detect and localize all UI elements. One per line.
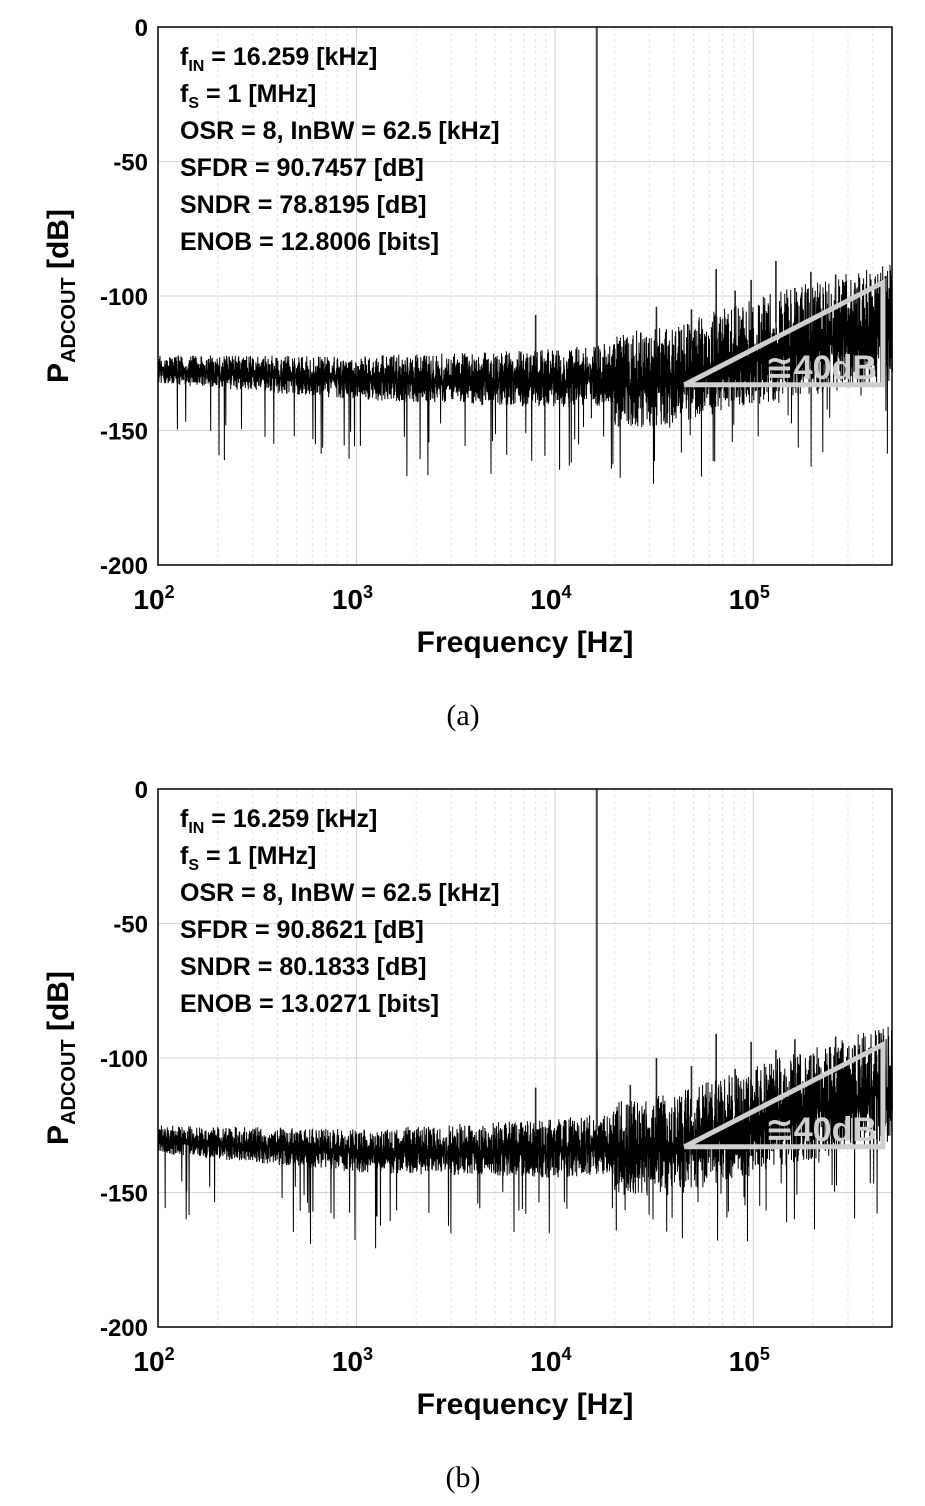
annotation-line: fIN = 16.259 [kHz] — [180, 43, 377, 75]
panel-caption: (a) — [446, 699, 479, 732]
x-tick-label: 105 — [729, 1344, 770, 1377]
y-tick-label: -50 — [113, 150, 148, 177]
annotation-line: OSR = 8, InBW = 62.5 [kHz] — [180, 117, 500, 145]
panel-caption: (b) — [446, 1461, 481, 1494]
y-tick-label: -50 — [113, 912, 148, 939]
x-tick-label: 103 — [332, 582, 373, 615]
annotation-line: SNDR = 80.1833 [dB] — [180, 953, 427, 981]
y-tick-label: -150 — [100, 419, 148, 446]
spectrum-trace — [157, 263, 893, 484]
y-tick-label: -200 — [100, 553, 148, 580]
annotation-box: fIN = 16.259 [kHz] fS = 1 [MHz] OSR = 8, I… — [180, 805, 500, 1018]
annotation-line: ENOB = 12.8006 [bits] — [180, 228, 439, 256]
slope-triangle-outline — [683, 278, 886, 388]
annotation-line: fS = 1 [MHz] — [180, 80, 316, 112]
y-tick-label: -200 — [100, 1315, 148, 1342]
x-tick-label: 102 — [133, 582, 174, 615]
slope-triangle: ≅40dB — [683, 1040, 886, 1150]
x-tick-label: 103 — [332, 1344, 373, 1377]
x-tick-label: 105 — [729, 582, 770, 615]
x-tick-label: 102 — [133, 1344, 174, 1377]
plot-frame — [157, 788, 893, 1328]
annotation-line: SFDR = 90.8621 [dB] — [180, 916, 424, 944]
y-tick-label: 0 — [135, 777, 148, 804]
slope-triangle: ≅40dB — [683, 278, 886, 388]
annotation-line: ENOB = 13.0271 [bits] — [180, 990, 439, 1018]
y-tick-label: -150 — [100, 1181, 148, 1208]
annotation-line: SFDR = 90.7457 [dB] — [180, 154, 424, 182]
slope-triangle-outline — [683, 1040, 886, 1150]
annotation-line: OSR = 8, InBW = 62.5 [kHz] — [180, 879, 500, 907]
y-axis-label: PADCOUT [dB] — [42, 209, 80, 383]
y-tick-label: -100 — [100, 1046, 148, 1073]
x-tick-label: 104 — [530, 582, 571, 615]
y-tick-label: -100 — [100, 284, 148, 311]
x-tick-label: 104 — [530, 1344, 571, 1377]
y-tick-label: 0 — [135, 15, 148, 42]
annotation-line: SNDR = 78.8195 [dB] — [180, 191, 427, 219]
x-axis-label: Frequency [Hz] — [417, 1388, 634, 1421]
y-axis-label: PADCOUT [dB] — [42, 971, 80, 1145]
annotation-box: fIN = 16.259 [kHz] fS = 1 [MHz] OSR = 8, I… — [180, 43, 500, 256]
x-axis-label: Frequency [Hz] — [417, 626, 634, 659]
spectrum-trace — [157, 1026, 893, 1249]
slope-label: ≅40dB — [765, 349, 877, 387]
annotation-line: fS = 1 [MHz] — [180, 842, 316, 874]
slope-label: ≅40dB — [765, 1111, 877, 1149]
annotation-line: fIN = 16.259 [kHz] — [180, 805, 377, 837]
plot-frame — [157, 26, 893, 566]
